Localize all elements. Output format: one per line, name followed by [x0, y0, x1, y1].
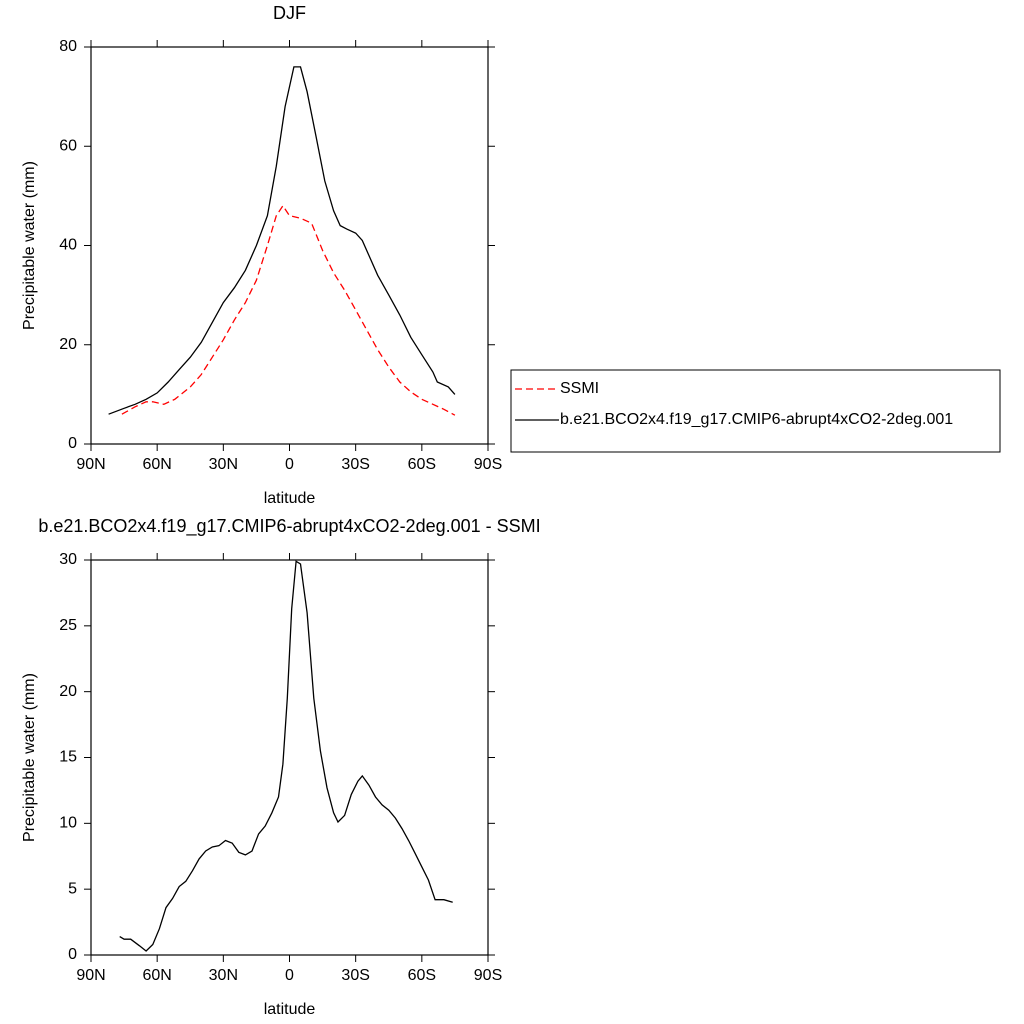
plot-frame — [90, 46, 489, 445]
data-line — [108, 66, 456, 415]
x-tick-label: 30N — [209, 967, 238, 984]
x-tick-label: 0 — [285, 967, 294, 984]
y-tick-label: 0 — [68, 946, 77, 963]
y-tick-label: 20 — [59, 683, 77, 700]
chart-title: b.e21.BCO2x4.f19_g17.CMIP6-abrupt4xCO2-2… — [38, 516, 540, 537]
y-tick-label: 40 — [59, 237, 77, 254]
data-line — [119, 560, 453, 952]
x-tick-label: 60S — [408, 456, 436, 473]
x-tick-label: 30N — [209, 456, 238, 473]
x-tick-label: 30S — [341, 967, 369, 984]
x-tick-label: 90S — [474, 967, 502, 984]
y-tick-label: 20 — [59, 336, 77, 353]
x-axis-label: latitude — [264, 1001, 316, 1018]
legend-label: SSMI — [560, 380, 599, 397]
x-tick-label: 60N — [142, 967, 171, 984]
x-tick-label: 60S — [408, 967, 436, 984]
legend-label: b.e21.BCO2x4.f19_g17.CMIP6-abrupt4xCO2-2… — [560, 411, 953, 428]
y-tick-label: 5 — [68, 880, 77, 897]
y-axis-label: Precipitable water (mm) — [21, 161, 38, 330]
y-axis-label: Precipitable water (mm) — [21, 673, 38, 842]
x-axis-label: latitude — [264, 490, 316, 507]
y-tick-label: 10 — [59, 815, 77, 832]
x-tick-label: 0 — [285, 456, 294, 473]
x-tick-label: 90S — [474, 456, 502, 473]
y-tick-label: 15 — [59, 749, 77, 766]
chart-title: DJF — [273, 3, 306, 23]
data-line — [121, 204, 456, 416]
legend-box — [510, 369, 1001, 453]
x-tick-label: 60N — [142, 456, 171, 473]
y-tick-label: 30 — [59, 551, 77, 568]
y-tick-label: 80 — [59, 38, 77, 55]
plot-frame — [90, 559, 489, 956]
y-tick-label: 60 — [59, 137, 77, 154]
y-tick-label: 0 — [68, 435, 77, 452]
x-tick-label: 90N — [76, 967, 105, 984]
x-tick-label: 30S — [341, 456, 369, 473]
y-tick-label: 25 — [59, 617, 77, 634]
x-tick-label: 90N — [76, 456, 105, 473]
